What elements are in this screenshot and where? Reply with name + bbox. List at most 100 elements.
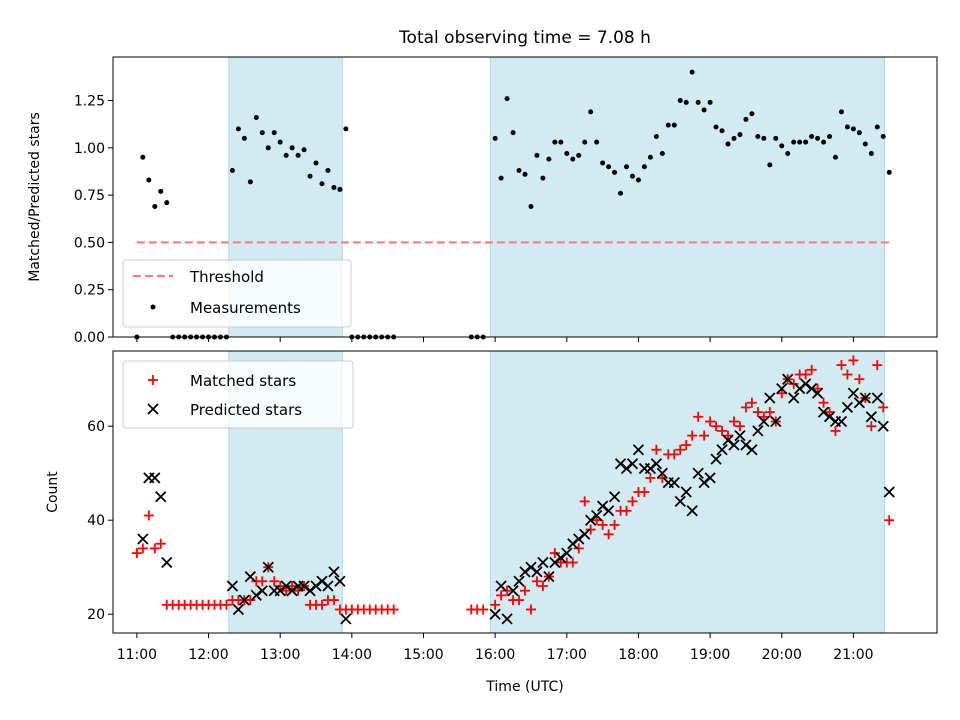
predicted-star-point [877,420,889,432]
measurement-point [671,122,677,128]
matched-star-point [275,581,286,591]
legend-measurements-label: Measurements [190,299,301,317]
measurement-point [510,130,516,136]
measurement-point [886,169,892,175]
measurement-point [582,139,588,145]
measurement-point [653,133,659,139]
predicted-star-point [847,387,860,399]
measurement-point [277,139,283,145]
predicted-star-point [716,444,728,456]
measurement-point [683,99,689,105]
measurement-point [761,135,767,141]
measurement-point [528,203,534,209]
predicted-star-point [746,444,758,456]
measurement-point [564,150,570,156]
measurement-point [612,169,618,175]
predicted-star-point [591,509,603,522]
legend-measurements-swatch [150,304,156,310]
predicted-star-point [764,392,776,404]
measurement-point [534,152,540,158]
top-y-tick-label: 1.25 [74,94,105,110]
measurement-point [624,164,630,170]
matched-star-point [639,487,650,497]
matched-star-point [818,397,829,408]
matched-star-point [143,510,154,521]
predicted-star-point [811,387,824,399]
legend-predicted-label: Predicted stars [190,401,302,419]
matched-star-point [609,519,620,530]
predicted-star-point [155,491,167,503]
predicted-star-point [161,556,173,569]
measurement-point [850,126,856,132]
predicted-star-point [626,458,639,470]
matched-star-point [573,543,584,554]
measurement-point [856,130,862,136]
matched-star-point [502,585,513,596]
matched-star-point [585,524,596,535]
predicted-star-point [531,566,543,578]
measurement-point [241,135,247,141]
matched-star-point [764,407,775,418]
predicted-star-point [680,486,692,498]
predicted-stars-points [137,373,895,625]
measurement-point [707,99,713,105]
matched-star-point [788,378,799,389]
measurement-point [271,130,277,136]
measurement-point [618,190,624,196]
predicted-star-point [226,580,239,592]
bottom-x-ticks: 11:00 12:00 13:00 14:00 15:00 16:00 17:00 18:00… [117,633,874,663]
matched-star-point [579,496,590,507]
matched-star-point [155,538,166,549]
matched-star-point [281,585,292,596]
predicted-star-point [758,415,770,428]
measurement-point [725,141,731,147]
predicted-star-point [734,429,746,442]
x-tick-label: 17:00 [547,647,587,663]
measurement-point [498,175,504,181]
matched-star-point [806,364,817,375]
bottom-y-tick-label: 20 [87,607,105,623]
measurement-point [868,150,874,156]
measurement-point [695,99,701,105]
bottom-y-tick-label: 60 [87,419,105,435]
matched-stars-points [131,355,895,615]
measurement-point [570,156,576,162]
matched-star-point [687,430,698,441]
predicted-star-point [776,382,788,395]
measurement-point [606,164,612,170]
matched-star-point [854,374,865,385]
matched-star-point [149,543,160,554]
predicted-star-point [507,585,519,597]
measurement-point [791,139,797,145]
predicted-star-point [501,613,513,625]
matched-star-point [245,595,256,606]
matched-star-point [800,369,811,380]
measurement-point [522,171,528,177]
matched-star-point [388,604,399,615]
predicted-star-point [650,458,662,470]
measurement-point [635,177,641,183]
measurement-point [838,109,844,115]
predicted-star-point [692,467,704,479]
matched-star-point [257,576,268,587]
measurement-point [492,135,498,141]
matched-star-point [740,402,751,413]
matched-star-point [651,444,662,455]
bottom-panel: 20 40 60 11:00 12:00 13:00 14:00 15:00 16:00 17:… [45,350,938,695]
measurement-point [827,133,833,139]
predicted-star-point [543,570,555,583]
measurement-point [140,154,146,160]
bottom-axes-frame [112,350,938,634]
predicted-star-point [579,528,591,540]
measurement-point [743,116,749,122]
matched-star-point [734,421,745,432]
predicted-star-point [686,505,698,517]
matched-star-point [514,595,525,606]
matched-star-point [776,388,787,399]
measurement-point [504,96,510,102]
measurement-point [767,162,773,168]
x-tick-label: 16:00 [475,647,515,663]
matched-star-point [520,585,530,596]
predicted-star-point [340,613,352,625]
